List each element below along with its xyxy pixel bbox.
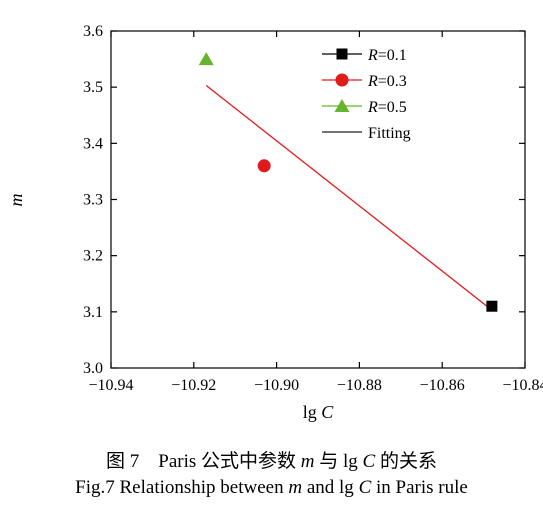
data-point-circle — [257, 159, 271, 173]
y-axis-title: m — [6, 194, 26, 207]
legend-label: R=0.1 — [367, 47, 407, 64]
legend-label: R=0.5 — [367, 99, 407, 116]
legend: R=0.1 R=0.3 R=0.5 Fitting — [322, 47, 411, 142]
legend-label-fitting: Fitting — [368, 125, 411, 142]
legend-label: R=0.3 — [367, 73, 407, 90]
y-tick-label: 3.5 — [83, 79, 103, 96]
y-tick-label: 3.6 — [83, 23, 103, 40]
x-tick-label: −10.86 — [420, 377, 465, 394]
x-tick-label: −10.84 — [502, 377, 543, 394]
legend-marker-circle — [335, 73, 349, 87]
ticks: −10.94 −10.92 −10.90 −10.88 −10.86 −10.84 3.0 3… — [83, 23, 543, 394]
x-tick-label: −10.94 — [88, 377, 133, 394]
data-point-square — [486, 300, 498, 312]
figure-caption-chinese: 图 7 Paris 公式中参数 m 与 lg C 的关系 — [106, 451, 437, 472]
plot-area — [110, 30, 526, 369]
x-axis-title: lg C — [303, 402, 335, 422]
y-tick-label: 3.4 — [83, 135, 103, 152]
y-tick-label: 3.0 — [83, 360, 103, 377]
legend-marker-square — [336, 48, 348, 60]
data-point-triangle — [198, 52, 214, 66]
legend-marker-triangle — [334, 99, 350, 112]
fit-line — [205, 84, 493, 311]
x-tick-label: −10.88 — [337, 377, 382, 394]
y-tick-label: 3.2 — [83, 248, 103, 265]
chart: −10.94 −10.92 −10.90 −10.88 −10.86 −10.84 3.0 3… — [6, 23, 543, 422]
figure-caption-english: Fig.7 Relationship between m and lg C in… — [75, 477, 468, 498]
fit-line-group — [205, 84, 493, 311]
data-points — [198, 52, 498, 312]
x-tick-label: −10.90 — [254, 377, 299, 394]
y-tick-label: 3.3 — [83, 192, 103, 209]
plot-frame — [110, 30, 526, 369]
x-tick-label: −10.92 — [171, 377, 216, 394]
y-tick-label: 3.1 — [83, 304, 103, 321]
